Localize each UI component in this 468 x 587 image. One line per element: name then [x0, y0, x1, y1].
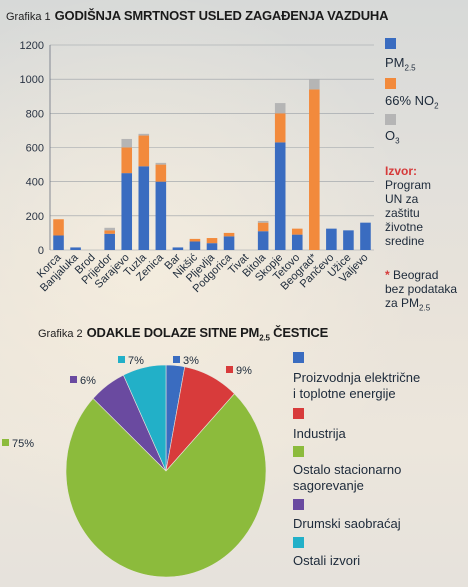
chart1-kicker: Grafika 1 [6, 11, 51, 23]
bar-segment [257, 222, 269, 232]
chart2-title-text: ODAKLE DOLAZE SITNE PM2.5 ČESTICE [86, 325, 329, 343]
pie-label-marker [70, 376, 77, 383]
bar-segment [291, 234, 303, 250]
legend-label-no2: 66% NO2 [385, 93, 439, 111]
bar-segment [257, 231, 269, 250]
bar-segment [206, 238, 218, 244]
bar-segment [104, 233, 115, 250]
pie-legend-swatch-road [293, 499, 304, 510]
source-line: UN za [385, 192, 419, 206]
y-tick-label: 200 [26, 211, 44, 223]
source-line: Program [385, 178, 432, 192]
bar-segment [206, 243, 218, 250]
bar-segment [155, 181, 167, 250]
chart1-title-text: GODIŠNJA SMRTNOST USLED ZAGAĐENJA VAZDUH… [54, 8, 389, 23]
bar-segment [138, 166, 150, 250]
chart2-title: Grafika 2 ODAKLE DOLAZE SITNE PM2.5 ČESTI… [38, 325, 328, 343]
legend-swatch-no2 [385, 78, 396, 89]
pie-legend-label-energy: Proizvodnja električne i toplotne energij… [293, 370, 421, 401]
legend-label-pm25: PM2.5 [385, 55, 416, 73]
bar-segment [309, 79, 320, 90]
pie-data-label: 75% [12, 438, 34, 450]
bar-segment [189, 238, 201, 242]
bar-segment [172, 247, 184, 250]
pie-legend-swatch-energy [293, 352, 304, 363]
y-tick-label: 800 [26, 108, 44, 120]
bar-segment [274, 142, 286, 250]
source-label: Izvor: [385, 164, 418, 178]
bar-segment [138, 133, 150, 136]
pie-data-label: 6% [80, 375, 96, 387]
legend-swatch-pm25 [385, 38, 396, 49]
pie-label-marker [2, 439, 9, 446]
y-tick-label: 1000 [20, 74, 44, 86]
source-line: zaštitu [385, 206, 420, 220]
legend-swatch-o3 [385, 114, 396, 125]
pie-legend-label-stationary: Ostalo stacionarno sagorevanje [293, 462, 402, 493]
bar-segment [223, 236, 235, 250]
chart1-title: Grafika 1 GODIŠNJA SMRTNOST USLED ZAGAĐEN… [6, 8, 389, 23]
bar-segment [121, 173, 133, 250]
source-line: sredine [385, 234, 425, 248]
pie-legend-swatch-other [293, 537, 304, 548]
bar-segment [223, 232, 235, 237]
bar-segment [104, 227, 115, 231]
bar-segment [155, 164, 167, 182]
pie-slice [65, 393, 267, 578]
y-tick-label: 0 [38, 245, 44, 257]
pie-label-marker [118, 356, 125, 363]
bar-segment [343, 230, 354, 250]
bar-segment [155, 162, 167, 165]
bar-segment [291, 228, 303, 235]
pie-data-label: 7% [128, 355, 144, 367]
pie-data-label: 3% [183, 355, 199, 367]
bar-segment [104, 230, 115, 234]
y-tick-label: 400 [26, 177, 44, 189]
bar-segment [138, 135, 150, 167]
bar-segment [360, 222, 371, 250]
bar-segment [53, 235, 64, 250]
pie-data-label: 9% [236, 365, 252, 377]
pie-legend-label-industry: Industrija [293, 426, 346, 441]
bar-segment [274, 113, 286, 143]
y-tick-label: 1200 [20, 40, 44, 52]
legend-label-o3: O3 [385, 128, 400, 146]
pie-chart: 3% 9% 75% 6% 7% [2, 355, 267, 578]
footnote: * Beograd bez podataka za PM2.5 [385, 268, 457, 315]
bar-segment [121, 138, 133, 148]
pie-legend-label-road: Drumski saobraćaj [293, 516, 401, 531]
bar-segment [326, 228, 337, 250]
pie-label-marker [173, 356, 180, 363]
footnote-line: Beograd [393, 268, 439, 282]
source-line: životne [385, 220, 424, 234]
bar-segment [53, 219, 64, 236]
footnote-line: bez podataka [385, 282, 458, 296]
pie-slice [123, 364, 167, 472]
bar-segment [70, 247, 81, 250]
source-note: Izvor: Program UN za zaštitu životne sre… [385, 164, 431, 248]
bar-segment [274, 103, 286, 114]
pie-legend-swatch-stationary [293, 446, 304, 457]
bar-segment [309, 89, 320, 251]
pie-label-marker [226, 366, 233, 373]
y-tick-label: 600 [26, 143, 44, 155]
chart2-kicker: Grafika 2 [38, 328, 83, 340]
footnote-star: * [385, 268, 390, 282]
footnote-line: za PM2.5 [385, 296, 431, 313]
bar-segment [189, 241, 201, 250]
bar-segment [121, 147, 133, 174]
bar-segment [257, 220, 269, 223]
pie-legend-label-other: Ostali izvori [293, 553, 361, 568]
pie-legend-swatch-industry [293, 408, 304, 419]
bar-chart: 020040060080010001200KorcaBanjalukaBrodP… [20, 40, 374, 295]
